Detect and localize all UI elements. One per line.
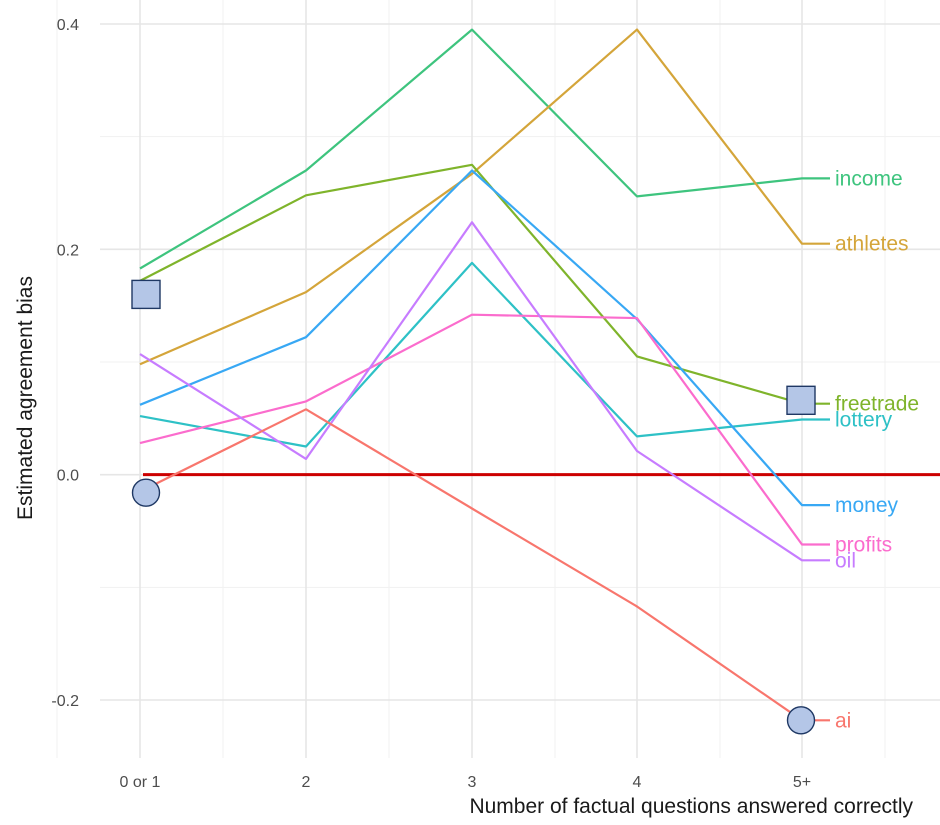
series-label-income: income	[835, 167, 903, 190]
y-tick-label-3: 0.4	[57, 17, 79, 34]
series-label-oil: oil	[835, 549, 856, 572]
series-line-profits	[139, 313, 830, 546]
x-tick-label-3: 4	[633, 774, 642, 791]
series-label-freetrade: freetrade	[835, 393, 919, 416]
series-line-income	[139, 28, 830, 270]
series-line-oil	[139, 221, 830, 562]
highlight-markers	[131, 279, 816, 735]
series-line-ai	[139, 408, 830, 722]
series-line-money	[139, 169, 830, 507]
y-axis-title: Estimated agreement bias	[14, 276, 37, 520]
series-lines	[139, 28, 830, 722]
series-label-money: money	[835, 494, 899, 517]
series-line-athletes	[139, 28, 830, 366]
y-tick-label-2: 0.2	[57, 242, 79, 259]
series-label-profits: profits	[835, 534, 892, 557]
marker-circle-2	[131, 478, 161, 507]
x-tick-label-1: 2	[302, 774, 311, 791]
series-label-ai: ai	[835, 709, 851, 732]
x-tick-labels: 0 or 1 2 3 4 5+	[120, 774, 812, 791]
y-tick-label-0: -0.2	[51, 693, 79, 710]
y-tick-label-1: 0.0	[57, 468, 79, 485]
marker-circle-3	[786, 706, 816, 735]
series-label-athletes: athletes	[835, 233, 909, 256]
x-tick-label-4: 5+	[793, 774, 811, 791]
x-tick-label-0: 0 or 1	[120, 774, 161, 791]
y-tick-labels: -0.2 0.0 0.2 0.4	[51, 17, 79, 710]
marker-square-1	[786, 385, 816, 416]
series-label-lottery: lottery	[835, 408, 893, 431]
series-line-freetrade	[139, 163, 830, 405]
marker-square-0	[131, 279, 161, 310]
x-axis-title: Number of factual questions answered cor…	[469, 795, 913, 818]
grid	[56, 0, 940, 758]
x-tick-label-2: 3	[468, 774, 477, 791]
